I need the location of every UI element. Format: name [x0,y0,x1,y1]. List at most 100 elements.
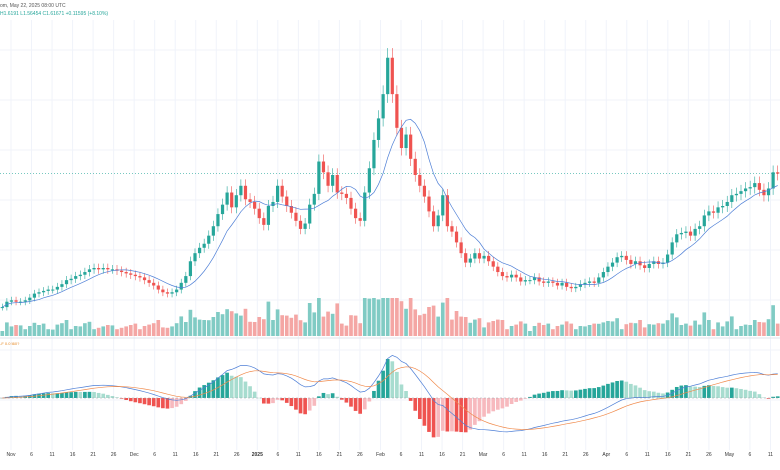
candle-body [298,220,303,229]
x-tick-label: 11 [419,452,424,458]
macd-hist-bar [459,398,463,433]
macd-hist-bar [50,393,55,398]
candle-body [730,195,734,202]
macd-hist-bar [105,394,110,398]
volume-bar [518,321,523,336]
volume-bar [661,323,665,336]
candle-body [9,300,14,302]
candle-body [395,94,399,128]
volume-bar [523,323,528,336]
macd-hist-bar [569,390,574,398]
volume-bar [624,324,629,336]
candle-body [587,281,592,283]
candle-body [399,127,404,149]
candle-body [652,261,656,264]
candle-body [271,201,275,206]
macd-hist-bar [220,375,225,398]
macd-hist-bar [321,392,326,398]
candle-body [647,263,651,268]
candle-body [243,185,248,200]
macd-hist-bar [275,398,280,400]
macd-hist-bar [417,398,422,420]
candle-body [87,269,92,273]
candle-body [41,290,46,293]
x-tick-label: 6 [502,452,505,458]
volume-bar [73,326,78,336]
macd-hist-bar [610,382,615,398]
volume-bar [555,326,560,336]
x-tick-label: 16 [70,452,76,458]
volume-bar [743,324,748,336]
x-tick-label: 26 [706,452,712,458]
volume-bar [64,320,69,336]
macd-hist-bar [326,394,330,398]
macd-hist-bar [115,397,119,398]
macd-hist-bar [289,398,294,407]
macd-hist-bar [170,398,174,409]
candle-body [569,286,573,289]
volume-bar [234,313,239,336]
ohlc-readout: H1.6191 L1.56454 C1.61671 +0.11595 (+8.1… [0,11,109,17]
macd-hist-bar [596,387,601,398]
candle-body [257,208,261,219]
volume-bar [642,327,647,336]
candle-body [537,277,541,282]
macd-hist-bar [729,387,734,398]
macd-hist-bar [358,398,363,414]
macd-hist-bar [427,398,431,432]
volume-bar [711,329,716,336]
macd-hist-bar [661,393,665,398]
volume-bar [775,323,780,336]
candle-body [92,268,96,270]
macd-hist-bar [78,391,83,398]
macd-hist-bar [670,389,675,398]
candle-body [734,193,739,196]
volume-bar [5,322,9,336]
candle-body [468,258,472,263]
candle-body [197,247,202,254]
x-tick-label: 6 [276,452,279,458]
volume-bar [335,303,340,336]
macd-hist-bar [619,380,624,398]
x-tick-label: 21 [562,452,568,458]
volume-bar [229,311,234,336]
volume-bar [629,322,633,336]
volume-bar [463,317,468,336]
volume-bar [679,325,684,336]
candle-body [615,257,619,263]
volume-bar [206,320,211,336]
macd-hist-bar [128,398,133,402]
volume-bar [436,316,441,336]
volume-bar [427,307,431,336]
candle-body [592,281,596,283]
volume-bar [445,298,450,336]
candle-body [349,197,353,209]
volume-bar [399,301,404,336]
volume-bar [408,298,413,336]
volume-bar [583,326,587,336]
volume-bar [569,323,574,336]
candle-body [32,293,37,298]
volume-bar [592,323,597,336]
candle-body [353,208,358,219]
candle-body [386,57,390,95]
candle-body [441,195,445,216]
volume-bar [551,329,555,336]
candle-body [129,273,133,275]
volume-bar [537,322,541,336]
candle-body [216,214,220,227]
x-tick-label: 26 [111,452,117,458]
candle-body [133,274,137,277]
volume-bar [450,319,454,336]
candle-body [367,168,371,193]
macd-hist-bar [179,398,184,405]
volume-bar [46,329,51,336]
candle-body [211,226,215,236]
x-tick-label: 6 [625,452,628,458]
macd-hist-bar [257,397,262,399]
volume-bar [23,329,28,336]
macd-hist-bar [651,391,656,398]
macd-hist-bar [344,398,349,403]
volume-bar [156,320,161,336]
